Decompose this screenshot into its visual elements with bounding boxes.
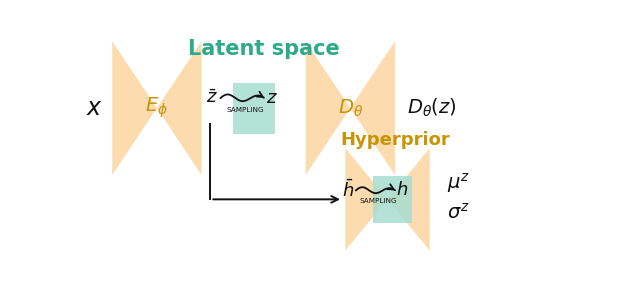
Text: $z$: $z$ bbox=[266, 89, 278, 107]
Text: Latent space: Latent space bbox=[188, 39, 339, 59]
Text: $x$: $x$ bbox=[86, 96, 103, 120]
Bar bbox=[372, 176, 412, 223]
Polygon shape bbox=[388, 148, 429, 251]
Bar bbox=[233, 83, 275, 134]
Polygon shape bbox=[306, 41, 350, 175]
Polygon shape bbox=[157, 41, 202, 175]
Text: SAMPLING: SAMPLING bbox=[359, 198, 397, 204]
Text: SAMPLING: SAMPLING bbox=[227, 107, 264, 113]
Text: $\bar{z}$: $\bar{z}$ bbox=[205, 89, 218, 107]
Text: $\sigma^z$: $\sigma^z$ bbox=[447, 203, 470, 223]
Text: $D_\theta$: $D_\theta$ bbox=[338, 97, 363, 119]
Text: $E_\phi$: $E_\phi$ bbox=[145, 96, 168, 120]
Text: $D_\theta(z)$: $D_\theta(z)$ bbox=[408, 97, 457, 119]
Text: $\mu^z$: $\mu^z$ bbox=[447, 171, 470, 195]
Polygon shape bbox=[346, 148, 388, 251]
Polygon shape bbox=[350, 41, 395, 175]
Text: $\bar{h}$: $\bar{h}$ bbox=[342, 180, 354, 201]
Polygon shape bbox=[112, 41, 157, 175]
Text: Hyperprior: Hyperprior bbox=[340, 131, 450, 149]
Text: $h$: $h$ bbox=[396, 181, 408, 199]
